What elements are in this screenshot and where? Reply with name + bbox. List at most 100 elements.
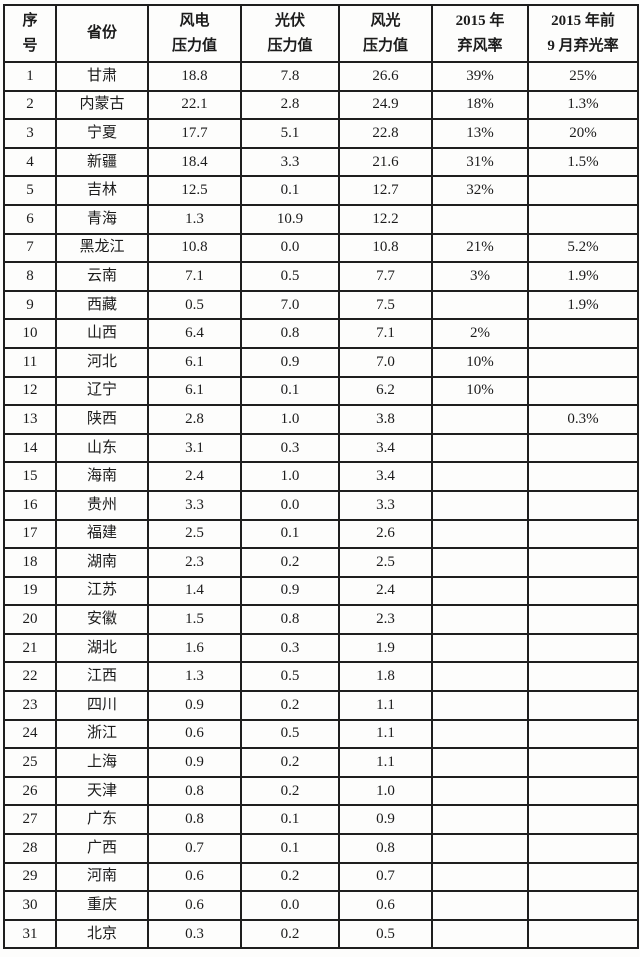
cell-wind-curtailment-2015 [431,632,529,664]
cell-wind-pv-pressure: 21.6 [338,146,433,178]
cell-pv-pressure: 1.0 [240,404,340,435]
cell-wind-curtailment-2015: 3% [431,261,529,292]
cell-province: 青海 [55,203,149,235]
cell-wind-curtailment-2015: 2% [431,318,529,349]
cell-wind-pressure: 0.6 [147,861,242,893]
cell-wind-pv-pressure: 0.8 [338,833,433,864]
cell-wind-pv-pressure: 2.6 [338,518,433,550]
cell-province: 广东 [55,804,149,836]
table-row: 29 河南 0.6 0.2 0.7 [3,861,639,893]
cell-pv-curtailment-2015: 0.3% [527,404,639,435]
cell-pv-curtailment-2015 [527,718,639,750]
cell-wind-curtailment-2015: 31% [431,146,529,178]
cell-wind-pressure: 12.5 [147,175,242,206]
cell-wind-pv-pressure: 3.3 [338,489,433,521]
cell-pv-pressure: 0.9 [240,346,340,378]
cell-wind-pressure: 1.3 [147,203,242,235]
cell-wind-pv-pressure: 3.8 [338,404,433,435]
cell-no: 18 [3,547,57,578]
cell-wind-pv-pressure: 26.6 [338,61,433,92]
table-row: 12 辽宁 6.1 0.1 6.2 10% [3,375,639,407]
cell-wind-pv-pressure: 1.9 [338,632,433,664]
cell-pv-pressure: 0.5 [240,718,340,750]
cell-wind-curtailment-2015 [431,918,529,950]
cell-province: 黑龙江 [55,232,149,264]
cell-province: 河北 [55,346,149,378]
cell-wind-curtailment-2015 [431,604,529,635]
cell-wind-curtailment-2015 [431,404,529,435]
cell-no: 22 [3,661,57,693]
cell-wind-curtailment-2015 [431,690,529,721]
cell-wind-curtailment-2015 [431,432,529,464]
cell-province: 天津 [55,775,149,807]
table-row: 31 北京 0.3 0.2 0.5 [3,918,639,950]
cell-pv-pressure: 7.0 [240,289,340,321]
cell-wind-pv-pressure: 1.1 [338,747,433,778]
cell-wind-pv-pressure: 1.1 [338,690,433,721]
cell-wind-pv-pressure: 0.6 [338,890,433,921]
cell-no: 25 [3,747,57,778]
table-row: 9 西藏 0.5 7.0 7.5 1.9% [3,289,639,321]
cell-province: 宁夏 [55,118,149,149]
cell-no: 3 [3,118,57,149]
cell-wind-curtailment-2015: 10% [431,375,529,407]
cell-no: 14 [3,432,57,464]
table-row: 28 广西 0.7 0.1 0.8 [3,833,639,864]
cell-wind-pv-pressure: 0.5 [338,918,433,950]
cell-pv-curtailment-2015 [527,318,639,349]
cell-province: 江苏 [55,575,149,607]
cell-pv-pressure: 0.8 [240,604,340,635]
table-row: 6 青海 1.3 10.9 12.2 [3,203,639,235]
cell-pv-curtailment-2015: 1.5% [527,146,639,178]
cell-wind-pressure: 0.6 [147,718,242,750]
cell-wind-pv-pressure: 3.4 [338,461,433,492]
cell-pv-curtailment-2015 [527,518,639,550]
cell-province: 山西 [55,318,149,349]
table-row: 20 安徽 1.5 0.8 2.3 [3,604,639,635]
cell-pv-curtailment-2015 [527,203,639,235]
cell-pv-pressure: 0.2 [240,918,340,950]
cell-wind-pressure: 17.7 [147,118,242,149]
cell-wind-pressure: 2.5 [147,518,242,550]
cell-pv-curtailment-2015 [527,804,639,836]
cell-wind-curtailment-2015 [431,718,529,750]
cell-province: 辽宁 [55,375,149,407]
cell-pv-curtailment-2015 [527,775,639,807]
column-header-pv-pressure: 光伏 压力值 [240,4,340,63]
cell-wind-pv-pressure: 7.0 [338,346,433,378]
cell-wind-curtailment-2015: 32% [431,175,529,206]
cell-pv-pressure: 0.1 [240,518,340,550]
cell-no: 23 [3,690,57,721]
cell-wind-curtailment-2015 [431,461,529,492]
cell-no: 26 [3,775,57,807]
cell-province: 吉林 [55,175,149,206]
cell-province: 甘肃 [55,61,149,92]
cell-wind-pv-pressure: 12.7 [338,175,433,206]
cell-no: 30 [3,890,57,921]
cell-pv-curtailment-2015 [527,547,639,578]
cell-wind-curtailment-2015 [431,775,529,807]
table-header: 序 号省份 风电 压力值 光伏 压力值 风光 压力值 2015 年 弃风率 2015 年前… [3,4,639,63]
cell-no: 7 [3,232,57,264]
cell-wind-pressure: 3.1 [147,432,242,464]
table-row: 4 新疆 18.4 3.3 21.6 31% 1.5% [3,146,639,178]
cell-province: 内蒙古 [55,89,149,121]
cell-pv-pressure: 0.0 [240,489,340,521]
cell-wind-pressure: 10.8 [147,232,242,264]
cell-pv-pressure: 10.9 [240,203,340,235]
cell-province: 江西 [55,661,149,693]
table-row: 3 宁夏 17.7 5.1 22.8 13% 20% [3,118,639,149]
cell-pv-pressure: 0.3 [240,632,340,664]
cell-pv-curtailment-2015 [527,375,639,407]
table-row: 17 福建 2.5 0.1 2.6 [3,518,639,550]
cell-wind-pv-pressure: 0.7 [338,861,433,893]
cell-wind-pressure: 1.4 [147,575,242,607]
cell-pv-curtailment-2015: 1.9% [527,261,639,292]
cell-pv-pressure: 0.2 [240,547,340,578]
cell-no: 1 [3,61,57,92]
table-row: 23 四川 0.9 0.2 1.1 [3,690,639,721]
table-row: 27 广东 0.8 0.1 0.9 [3,804,639,836]
cell-wind-pressure: 2.3 [147,547,242,578]
cell-pv-pressure: 0.2 [240,775,340,807]
column-header-wind-curtailment-2015: 2015 年 弃风率 [431,4,529,63]
